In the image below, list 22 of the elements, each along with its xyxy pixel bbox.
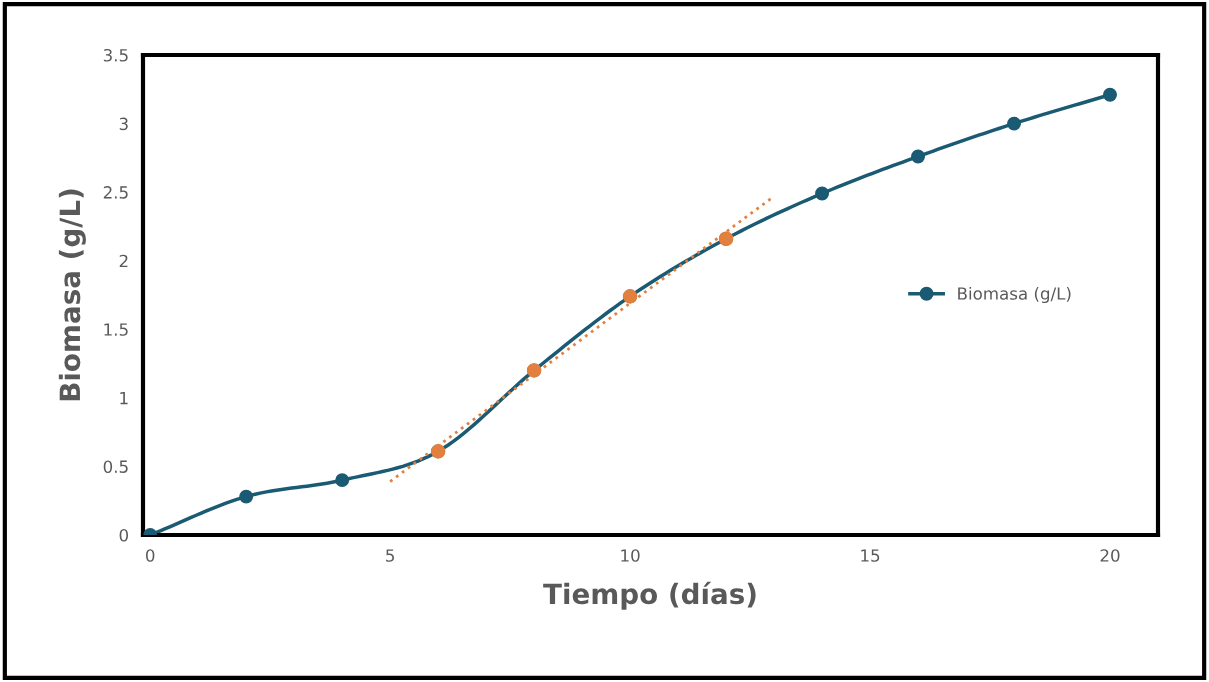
x-tick-label: 15 bbox=[861, 549, 880, 562]
point bbox=[1007, 116, 1021, 131]
point bbox=[1103, 87, 1117, 102]
point bbox=[815, 186, 830, 201]
legend-label: Biomasa (g/L) bbox=[958, 286, 1071, 304]
point bbox=[239, 489, 254, 504]
x-axis-title: Tiempo (días) bbox=[543, 581, 756, 610]
x-tick-label: 20 bbox=[1100, 549, 1120, 562]
x-tick-label: 10 bbox=[621, 549, 640, 562]
point bbox=[911, 149, 925, 164]
y-tick-label: 0 bbox=[119, 528, 128, 542]
y-tick-label: 2.5 bbox=[103, 186, 128, 199]
y-tick-label: 3 bbox=[119, 117, 128, 131]
x-tick-label: 0 bbox=[146, 549, 155, 562]
y-tick-label: 1.5 bbox=[104, 323, 128, 336]
y-tick-label: 2 bbox=[119, 254, 128, 268]
y-tick-label: 3.5 bbox=[103, 48, 128, 62]
x-tick-label: 5 bbox=[386, 549, 394, 562]
point bbox=[335, 473, 350, 488]
y-tick-label: 0.5 bbox=[103, 460, 128, 473]
y-axis-title: Biomasa (g/L) bbox=[58, 189, 86, 401]
y-tick-label: 1 bbox=[120, 392, 128, 405]
